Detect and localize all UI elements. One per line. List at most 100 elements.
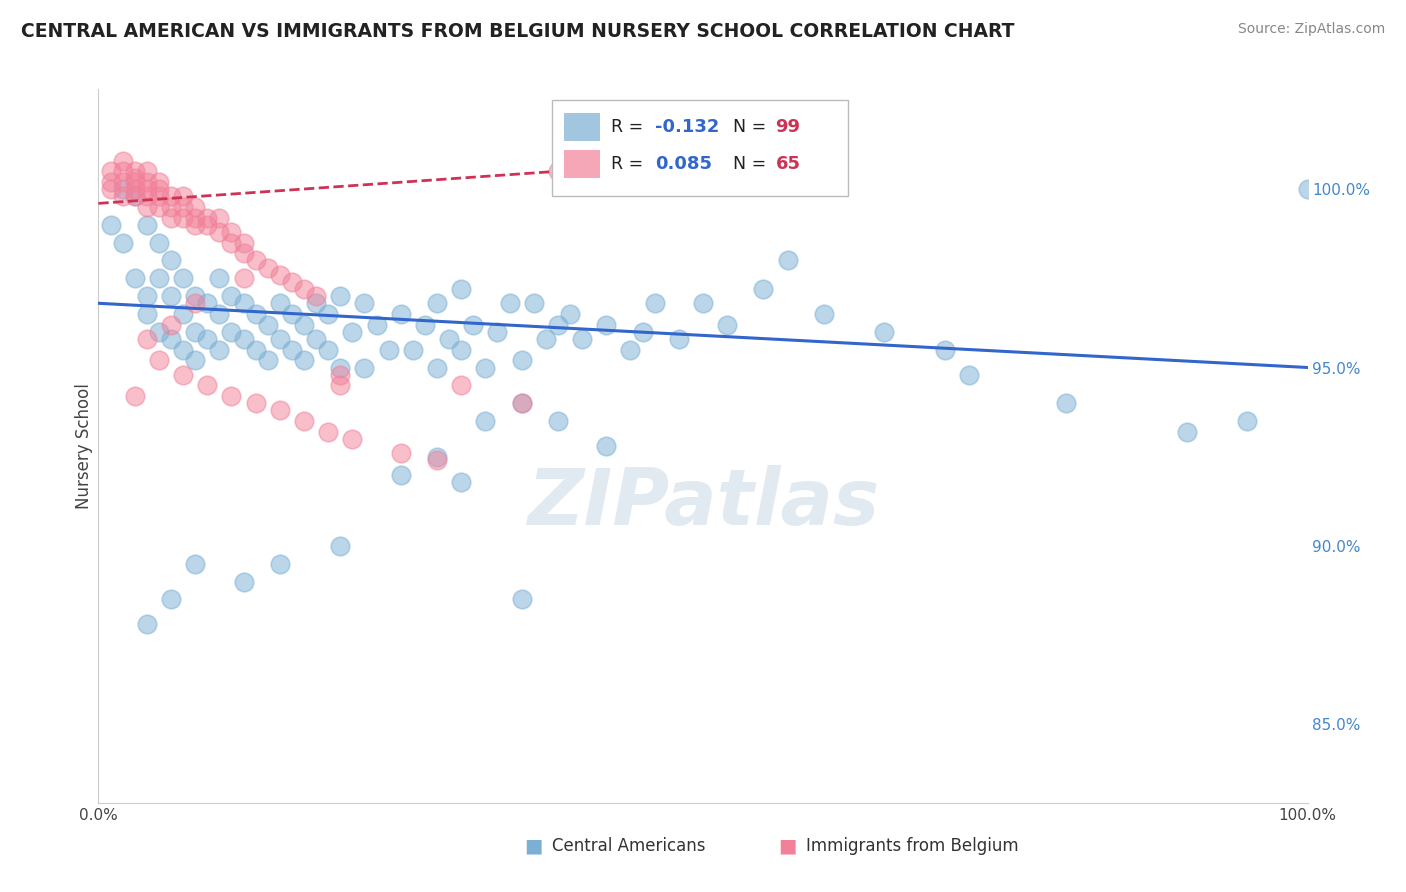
Point [221,389,243,403]
Point [342,325,364,339]
Point [269,268,291,282]
Point [510,396,533,410]
Point [523,296,546,310]
Point [100,175,122,189]
Point [402,343,425,357]
Point [135,289,157,303]
Point [547,414,569,428]
Point [245,396,267,410]
Point [510,353,533,368]
Point [221,325,243,339]
Point [172,343,194,357]
Point [426,360,449,375]
Point [692,296,714,310]
Point [124,189,146,203]
FancyBboxPatch shape [564,150,600,178]
Point [813,307,835,321]
Point [486,325,509,339]
Point [221,289,243,303]
Point [111,235,134,250]
Point [172,189,194,203]
Point [148,353,170,368]
Point [100,164,122,178]
Point [329,360,352,375]
Point [934,343,956,357]
Point [172,200,194,214]
Point [172,307,194,321]
Point [124,171,146,186]
Text: 0.085: 0.085 [655,155,711,173]
Point [148,271,170,285]
Point [534,332,557,346]
Point [172,368,194,382]
Point [135,307,157,321]
Text: ■: ■ [779,836,797,855]
Point [100,182,122,196]
Point [389,446,412,460]
Point [292,353,315,368]
Point [281,275,304,289]
Point [281,343,304,357]
Point [329,368,352,382]
Point [463,318,485,332]
Point [232,574,254,589]
Point [195,378,218,392]
Text: R =: R = [612,155,648,173]
Text: N =: N = [734,118,772,136]
Point [450,378,472,392]
Y-axis label: Nursery School: Nursery School [75,383,93,509]
Point [195,211,218,225]
Point [571,332,593,346]
Point [450,475,472,489]
Point [148,325,170,339]
Text: 65: 65 [776,155,800,173]
Point [184,289,207,303]
Point [135,182,157,196]
Point [232,271,254,285]
Point [111,182,134,196]
Point [316,343,339,357]
Point [668,332,690,346]
Point [124,182,146,196]
Point [111,153,134,168]
Point [595,318,617,332]
Point [111,189,134,203]
Point [619,343,641,357]
Point [366,318,388,332]
Point [184,296,207,310]
Point [474,414,496,428]
Text: N =: N = [734,155,772,173]
Point [232,235,254,250]
Text: 99: 99 [776,118,800,136]
Point [160,332,183,346]
Text: R =: R = [612,118,648,136]
Point [510,592,533,607]
Point [135,175,157,189]
Point [256,260,278,275]
Point [208,307,231,321]
Point [232,246,254,260]
Text: CENTRAL AMERICAN VS IMMIGRANTS FROM BELGIUM NURSERY SCHOOL CORRELATION CHART: CENTRAL AMERICAN VS IMMIGRANTS FROM BELG… [21,22,1015,41]
Point [269,296,291,310]
Point [100,218,122,232]
Point [305,332,328,346]
Point [148,200,170,214]
Point [281,307,304,321]
Point [135,332,157,346]
Point [160,253,183,268]
Text: Central Americans: Central Americans [551,837,706,855]
Point [1175,425,1198,439]
Point [256,353,278,368]
Point [269,332,291,346]
Point [124,164,146,178]
Point [450,343,472,357]
Point [245,307,267,321]
Point [547,164,569,178]
Point [353,360,375,375]
Point [221,235,243,250]
Point [148,189,170,203]
Point [195,296,218,310]
Point [184,325,207,339]
Point [316,307,339,321]
Point [426,450,449,464]
